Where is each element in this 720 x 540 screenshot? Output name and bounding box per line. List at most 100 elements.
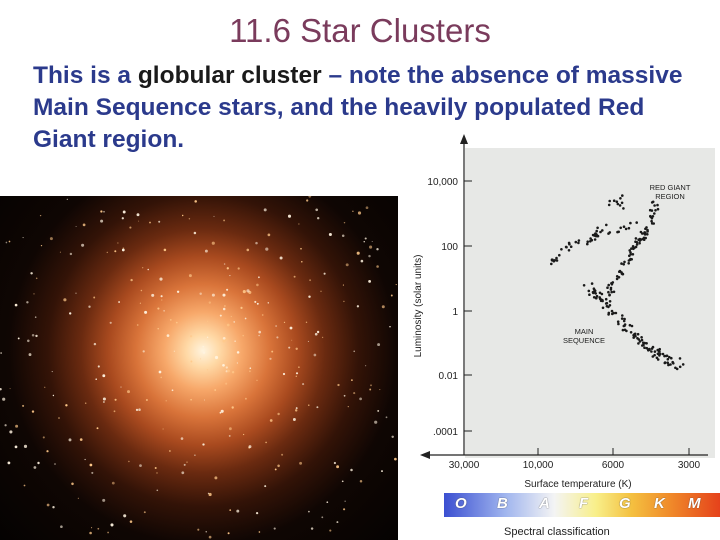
star-dot [181,471,185,475]
hr-star-point [608,293,611,297]
star-dot [91,471,94,474]
star-dot [277,412,280,416]
hr-star-point [593,288,596,292]
hr-star-point [598,291,602,295]
star-dot [96,427,99,430]
star-dot [59,251,61,253]
hr-star-point [666,358,670,361]
star-dot [309,279,312,282]
star-dot [291,339,293,341]
star-dot [100,210,103,213]
star-dot [154,466,157,470]
y-tick-label: 100 [441,242,458,253]
red-giant-region-label: REGION [655,192,685,201]
hr-star-point [621,194,624,197]
star-dot [329,529,332,532]
hr-star-point [619,226,622,230]
star-dot [222,363,225,367]
hr-star-point [592,291,595,295]
star-dot [180,437,184,440]
hr-star-point [628,254,631,258]
hr-star-point [558,253,561,257]
hr-star-point [623,260,626,264]
star-dot [138,220,140,222]
hr-star-point [658,352,662,356]
spectral-class-label: B [497,495,508,512]
star-dot [289,326,293,330]
star-dot [316,330,320,334]
star-dot [295,347,298,350]
star-dot [190,398,192,401]
star-dot [211,241,215,245]
hr-star-point [636,337,639,340]
star-dot [22,404,25,407]
star-dot [356,305,360,308]
star-dot [213,215,215,217]
hr-star-point [632,336,635,339]
star-dot [275,325,277,327]
star-dot [256,302,259,305]
star-dot [321,516,324,519]
star-dot [114,398,117,401]
hr-star-point [595,229,598,233]
star-dot [31,333,35,337]
hr-star-point [631,253,635,256]
hr-star-point [601,306,605,310]
hr-star-point [611,312,614,316]
star-dot [66,198,68,200]
hr-star-point [555,259,559,262]
hr-star-point [582,284,586,287]
star-dot [77,497,79,499]
star-dot [308,295,311,298]
hr-star-point [634,240,637,243]
star-dot [14,445,18,449]
star-dot [294,409,298,412]
star-dot [214,355,219,360]
star-dot [156,472,158,474]
hr-star-point [607,305,610,309]
star-dot [237,267,240,270]
y-tick-label: .0001 [433,427,458,438]
hr-star-point [645,226,648,229]
star-dot [23,484,26,487]
star-dot [129,520,133,523]
star-dot [341,234,345,237]
hr-star-point [628,249,631,252]
star-dot [350,468,353,472]
hr-star-point [605,223,608,227]
star-dot [129,226,132,229]
hr-star-point [574,240,578,244]
star-dot [256,379,258,381]
star-dot [374,420,378,424]
star-dot [225,382,228,385]
star-dot [5,241,8,244]
hr-diagram: 10,000 100 1 0.01 .0001 Luminosity (sola… [408,130,720,540]
star-dot [206,336,209,338]
x-tick-label: 6000 [602,460,625,471]
star-dot [206,369,208,371]
hr-star-point [569,245,573,248]
hr-star-point [601,229,604,232]
star-dot [102,397,106,401]
star-dot [163,248,167,252]
hr-star-point [646,228,649,232]
hr-star-point [600,292,604,296]
hr-star-point [671,360,674,364]
star-dot [202,351,206,354]
hr-star-point [617,322,620,326]
star-dot [194,454,196,456]
star-dot [142,350,145,353]
hr-star-point [586,240,589,243]
star-dot [344,500,346,502]
star-dot [144,310,148,314]
star-dot [240,306,243,309]
star-dot [106,251,109,254]
y-axis-arrow-icon [460,134,468,144]
hr-star-point [634,237,638,240]
hr-star-point [595,296,598,300]
star-dot [381,305,385,309]
hr-star-point [620,201,624,205]
star-dot [336,465,340,469]
x-axis-arrow-icon [420,451,430,459]
star-dot [15,424,19,428]
